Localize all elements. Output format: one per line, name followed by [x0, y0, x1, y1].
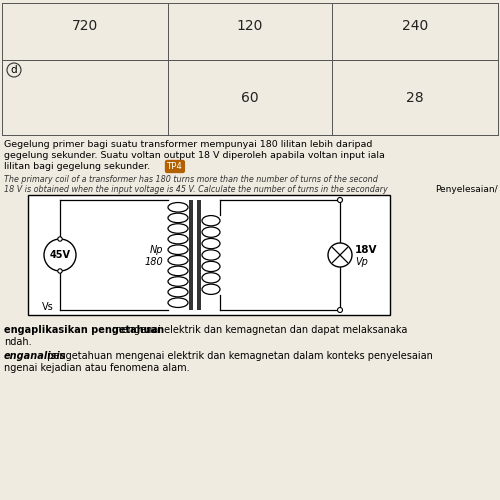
Text: ndah.: ndah. [4, 337, 32, 347]
Ellipse shape [168, 276, 188, 286]
Text: Vs: Vs [42, 302, 54, 312]
Text: Penyelesaian/: Penyelesaian/ [436, 185, 498, 194]
Ellipse shape [202, 284, 220, 294]
Text: d: d [10, 65, 18, 75]
Ellipse shape [168, 224, 188, 234]
Circle shape [338, 198, 342, 202]
Text: 45V: 45V [50, 250, 70, 260]
Ellipse shape [202, 250, 220, 260]
Text: mengenai elektrik dan kemagnetan dan dapat melaksanaka: mengenai elektrik dan kemagnetan dan dap… [110, 325, 408, 335]
Text: 18 V is obtained when the input voltage is 45 V. Calculate the number of turns i: 18 V is obtained when the input voltage … [4, 185, 388, 194]
Text: lilitan bagi gegelung sekunder.: lilitan bagi gegelung sekunder. [4, 162, 150, 171]
Text: 28: 28 [406, 90, 424, 104]
Text: TP4: TP4 [167, 162, 183, 171]
Circle shape [338, 308, 342, 312]
Ellipse shape [168, 298, 188, 308]
Ellipse shape [202, 238, 220, 248]
Text: engaplikasikan pengetahuan: engaplikasikan pengetahuan [4, 325, 164, 335]
Text: ngenai kejadian atau fenomena alam.: ngenai kejadian atau fenomena alam. [4, 363, 190, 373]
Text: Ns: Ns [203, 239, 215, 249]
Text: 180: 180 [144, 257, 163, 267]
Text: Np: Np [150, 245, 163, 255]
Text: The primary coil of a transformer has 180 turns more than the number of turns of: The primary coil of a transformer has 18… [4, 175, 378, 184]
Text: Gegelung primer bagi suatu transformer mempunyai 180 lilitan lebih daripad: Gegelung primer bagi suatu transformer m… [4, 140, 372, 149]
Circle shape [44, 239, 76, 271]
Text: 120: 120 [237, 18, 263, 32]
Ellipse shape [168, 266, 188, 276]
Text: enganalisis: enganalisis [4, 351, 66, 361]
Ellipse shape [168, 245, 188, 254]
Bar [197, 200, 201, 310]
Ellipse shape [168, 213, 188, 222]
Circle shape [58, 237, 62, 241]
Bar [189, 200, 193, 310]
Ellipse shape [202, 262, 220, 272]
Ellipse shape [168, 256, 188, 265]
Text: 240: 240 [402, 18, 428, 32]
Text: pengetahuan mengenai elektrik dan kemagnetan dalam konteks penyelesaian: pengetahuan mengenai elektrik dan kemagn… [44, 351, 432, 361]
Text: Vp: Vp [355, 257, 368, 267]
Ellipse shape [202, 272, 220, 283]
Bar [28, 195, 390, 315]
Circle shape [58, 269, 62, 273]
Ellipse shape [168, 234, 188, 244]
Circle shape [328, 243, 352, 267]
Ellipse shape [168, 288, 188, 297]
Ellipse shape [202, 227, 220, 237]
Text: 60: 60 [241, 90, 259, 104]
Ellipse shape [168, 202, 188, 212]
Ellipse shape [202, 216, 220, 226]
Text: 720: 720 [72, 18, 98, 32]
Text: gegelung sekunder. Suatu voltan output 18 V diperoleh apabila voltan input iala: gegelung sekunder. Suatu voltan output 1… [4, 151, 385, 160]
Text: 18V: 18V [355, 245, 378, 255]
